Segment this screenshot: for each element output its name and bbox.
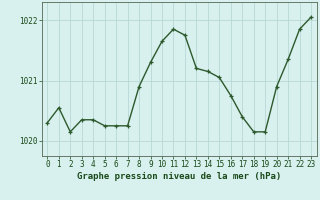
X-axis label: Graphe pression niveau de la mer (hPa): Graphe pression niveau de la mer (hPa) bbox=[77, 172, 281, 181]
